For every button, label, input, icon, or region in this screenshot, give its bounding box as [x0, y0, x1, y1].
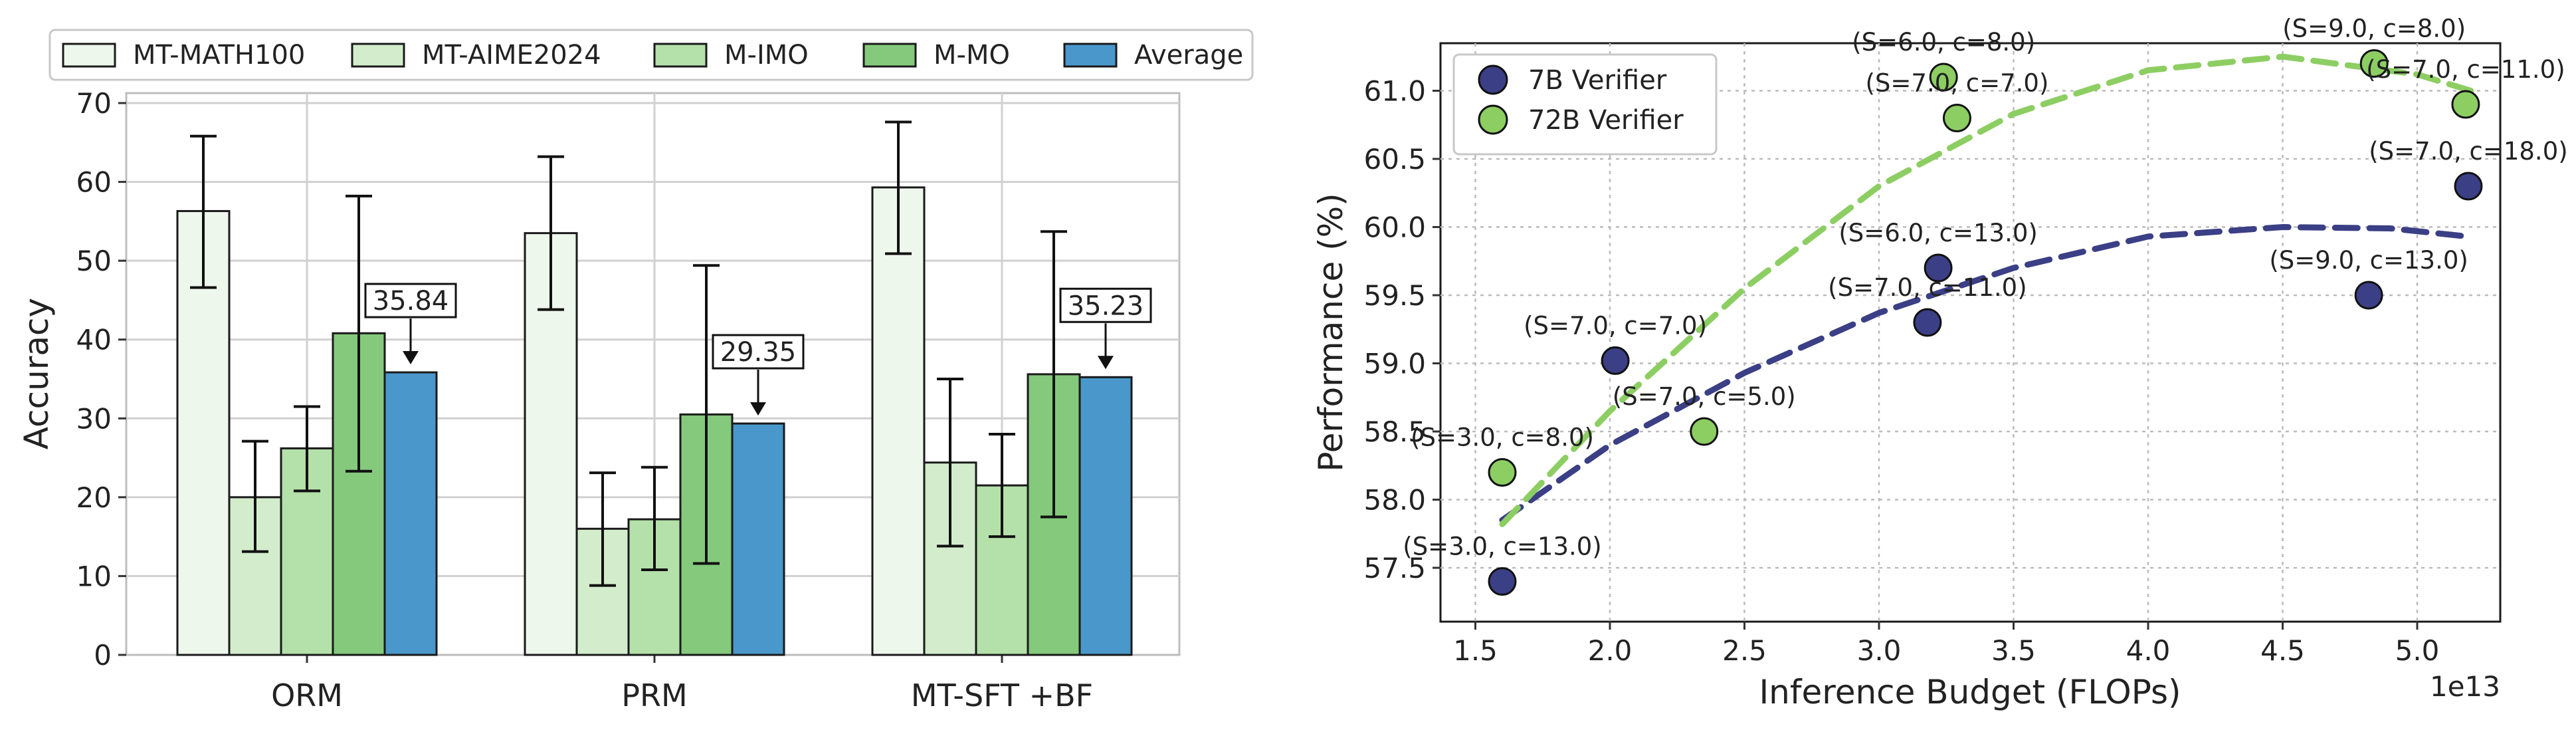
scatter-point [1488, 458, 1517, 487]
scatter-y-axis-label: Performance (%) [1312, 193, 1350, 471]
bar-y-tick-label: 10 [76, 560, 112, 592]
average-annotation-box [712, 334, 805, 370]
scatter-legend-frame [1452, 53, 1718, 156]
legend-swatch [351, 43, 405, 68]
bar-x-tick-label: PRM [621, 678, 687, 713]
bar-chart-panel: 0 10 20 30 40 50 60 70 ORM PRM MT-SFT +BF 35.84 29… [17, 29, 1254, 713]
scatter-point-label: (S=7.0, c=11.0) [2366, 55, 2565, 84]
annotation-arrowhead [750, 402, 766, 416]
legend-marker [1478, 64, 1508, 95]
average-annotation-label: 35.23 [1068, 291, 1144, 321]
scatter-y-tick-label: 60.5 [1363, 143, 1426, 176]
bar [1078, 376, 1133, 656]
bar-y-tick-label: 20 [76, 481, 112, 514]
scatter-point-label: (S=7.0, c=7.0) [1524, 311, 1707, 340]
bar-x-tick-labels: ORM PRM MT-SFT +BF [271, 655, 1093, 713]
bar [383, 371, 438, 656]
legend-swatch [1063, 43, 1118, 68]
bar [731, 422, 785, 656]
scatter-point [2354, 281, 2383, 310]
scatter-points [1488, 49, 2483, 596]
scatter-point [2359, 49, 2389, 78]
scatter-point [1913, 308, 1942, 337]
scatter-x-tick-label: 3.5 [1991, 634, 2036, 667]
scatter-x-tick-label: 2.5 [1722, 634, 1767, 667]
bar-y-tick-label: 30 [76, 402, 112, 435]
legend-swatch [653, 43, 708, 68]
scatter-point [2454, 172, 2483, 201]
scatter-point [1924, 253, 1953, 283]
scatter-x-tick-label: 4.5 [2260, 634, 2305, 667]
bar-legend: MT-MATH100 MT-AIME2024 M-IMO M-MO Average [49, 29, 1254, 81]
scatter-point-label: (S=7.0, c=18.0) [2369, 137, 2567, 166]
legend-label: 72B Verifier [1528, 105, 1684, 136]
scatter-x-tick-label: 2.0 [1588, 634, 1633, 667]
scatter-y-tick-label: 61.0 [1363, 75, 1426, 108]
legend-label: M-MO [934, 40, 1010, 70]
bar-y-tick-label: 70 [76, 87, 112, 120]
scatter-y-tick-label: 58.0 [1363, 484, 1426, 517]
scatter-point-label: (S=6.0, c=8.0) [1852, 28, 2035, 57]
scatter-x-tick-label: 4.0 [2126, 634, 2171, 667]
bar-y-tick-label: 60 [76, 166, 112, 199]
bar-y-axis-label: Accuracy [17, 298, 56, 449]
scatter-y-tick-label: 60.0 [1363, 211, 1426, 244]
average-annotation-box [364, 283, 457, 318]
trend-line [1499, 223, 2472, 523]
bar-y-tick-label: 50 [76, 245, 112, 277]
scatter-point-label: (S=9.0, c=13.0) [2269, 246, 2468, 275]
legend-swatch [62, 43, 116, 68]
annotation-arrowhead [1098, 356, 1114, 370]
average-annotation-box [1059, 287, 1152, 323]
scatter-point [1942, 104, 1971, 132]
scatter-point-label: (S=7.0, c=7.0) [1865, 69, 2048, 98]
annotation-arrowhead [403, 351, 419, 365]
bar [871, 186, 926, 656]
legend-label: MT-MATH100 [133, 40, 305, 70]
scatter-x-axis-label: Inference Budget (FLOPs) [1759, 673, 2181, 711]
legend-swatch [862, 43, 917, 68]
bar-x-tick-label: MT-SFT +BF [911, 678, 1093, 713]
scatter-point-label: (S=7.0, c=5.0) [1613, 382, 1796, 411]
bar-legend-frame [49, 29, 1254, 81]
scatter-point-label: (S=9.0, c=8.0) [2282, 15, 2466, 43]
bar-x-tick-label: ORM [271, 678, 343, 713]
scatter-y-tick-label: 59.0 [1363, 348, 1426, 380]
scatter-point [1601, 346, 1630, 375]
scatter-legend: 7B Verifier 72B Verifier [1452, 53, 1718, 156]
scatter-chart-panel: 57.5 58.0 58.5 59.0 59.5 60.0 60.5 61.0 1.5 2.0 2… [1312, 15, 2568, 712]
bar-y-tick-label: 0 [94, 639, 112, 672]
scatter-x-tick-labels: 1.5 2.0 2.5 3.0 3.5 4.0 4.5 5.0 [1453, 622, 2439, 667]
scatter-x-multiplier: 1e13 [2430, 670, 2500, 703]
average-annotation-label: 35.84 [373, 286, 449, 316]
scatter-y-tick-label: 57.5 [1363, 552, 1426, 584]
scatter-point-label: (S=3.0, c=8.0) [1411, 424, 1594, 452]
bar-error-bars [190, 120, 1067, 587]
scatter-y-tick-labels: 57.5 58.0 58.5 59.0 59.5 60.0 60.5 61.0 [1363, 75, 1440, 584]
scatter-x-tick-label: 3.0 [1857, 634, 1902, 667]
scatter-point-labels: (S=3.0, c=13.0) (S=7.0, c=7.0) (S=7.0, c=1… [1403, 15, 2567, 561]
scatter-x-tick-label: 5.0 [2395, 634, 2440, 667]
scatter-point [1690, 417, 1719, 446]
legend-label: M-IMO [724, 40, 809, 70]
bar-annotations: 35.84 29.35 35.23 [364, 283, 1152, 416]
scatter-x-tick-label: 1.5 [1453, 634, 1498, 667]
scatter-point [1929, 62, 1958, 92]
scatter-point [2451, 90, 2480, 119]
scatter-point-label: (S=7.0, c=11.0) [1828, 273, 2027, 302]
bar-y-tick-label: 40 [76, 324, 112, 356]
scatter-point-label: (S=6.0, c=13.0) [1838, 219, 2037, 247]
scatter-y-tick-label: 59.5 [1363, 279, 1426, 312]
scatter-point [1488, 567, 1517, 596]
scatter-y-tick-label: 58.5 [1363, 416, 1426, 448]
legend-label: 7B Verifier [1528, 65, 1667, 96]
legend-marker [1478, 104, 1508, 135]
scatter-point-label: (S=3.0, c=13.0) [1403, 533, 1601, 561]
bar-y-tick-labels: 0 10 20 30 40 50 60 70 [76, 87, 126, 672]
average-annotation-label: 29.35 [720, 337, 797, 368]
legend-label: MT-AIME2024 [422, 40, 601, 70]
legend-label: Average [1134, 40, 1243, 70]
